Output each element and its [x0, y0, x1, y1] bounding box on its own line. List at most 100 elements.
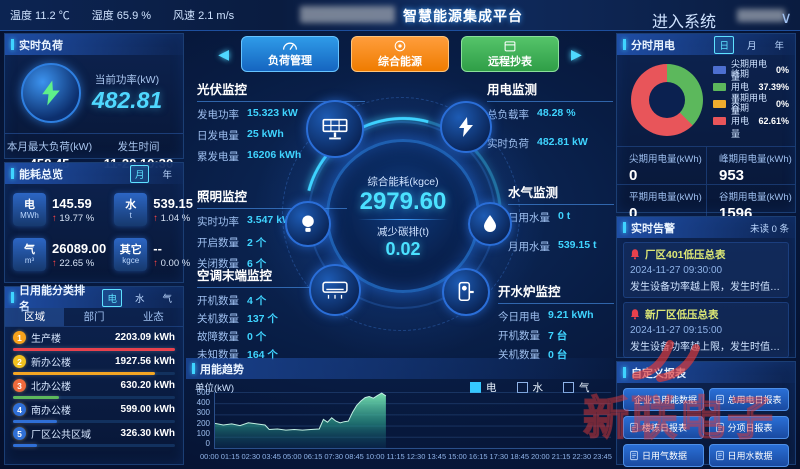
report-button-daily-water[interactable]: 日用水数据 — [708, 444, 789, 467]
report-button-daily-energy[interactable]: 企业日用能数据 — [623, 388, 704, 411]
tab-department[interactable]: 部门 — [83, 311, 105, 323]
section-title: 空调末端监控 — [197, 265, 347, 288]
panel-title-text: 能耗总览 — [19, 168, 63, 181]
nav-next-arrow[interactable]: ▶ — [571, 45, 582, 62]
badge-type: 电 — [24, 199, 35, 211]
other-badge-icon: 其它 kgce — [114, 238, 148, 271]
alarm-time: 2024-11-27 09:15:00 — [630, 325, 723, 336]
badge-unit: m³ — [24, 256, 35, 265]
toggle-month[interactable]: 月 — [129, 164, 150, 183]
alarm-title: 新厂区低压总表 — [645, 309, 719, 321]
report-label: 日用水数据 — [727, 451, 773, 461]
load-management-button[interactable]: 负荷管理 — [241, 36, 339, 72]
legend-row: 谷期用电量 62.61% — [713, 103, 789, 139]
section-title: 用电监测 — [487, 79, 613, 102]
y-axis-label: 300 — [196, 408, 210, 418]
report-button-total-electric[interactable]: 总用电日报表 — [708, 388, 789, 411]
lightning-bolt-icon — [459, 117, 473, 137]
row-label: 开启数量 — [197, 237, 239, 249]
tab-business[interactable]: 业态 — [142, 311, 164, 323]
remote-meter-button[interactable]: 远程抄表 — [461, 36, 559, 72]
legend-pct: 0% — [775, 98, 789, 109]
air-conditioner-icon — [322, 281, 348, 299]
report-label: 日用气数据 — [642, 451, 688, 461]
card-value: 26089.00 — [52, 240, 107, 256]
section-ac-monitor: 空调末端监控 开机数量 4 个 关机数量 137 个 故障数量 0 个 未知数量 164… — [197, 265, 347, 365]
checkbox-checked-icon — [470, 382, 481, 393]
alarm-item[interactable]: 厂区401低压总表 2024-11-27 09:30:00 发生设备功率越上限，… — [623, 242, 789, 298]
row-label: 总负载率 — [487, 109, 529, 121]
tab-region[interactable]: 区域 — [5, 308, 65, 326]
rank-name: 新办公楼 — [31, 358, 71, 369]
wind-reading: 风速 2.1 m/s — [173, 10, 235, 22]
panel-custom-reports: 自定义报表 企业日用能数据 总用电日报表 楼栋日报表 分项日报表 日用气数据 日… — [616, 361, 796, 467]
rank-medal-icon: 3 — [13, 379, 26, 392]
enter-system-link[interactable]: 进入系统 — [651, 14, 716, 31]
rank-medal-icon: 5 — [13, 427, 26, 440]
report-label: 总用电日报表 — [727, 395, 782, 405]
card-delta: ↑ 22.65 % — [52, 258, 106, 269]
report-button-daily-gas[interactable]: 日用气数据 — [623, 444, 704, 467]
report-button-subitem-daily[interactable]: 分项日报表 — [708, 416, 789, 439]
title-tick-icon — [11, 168, 14, 179]
alarm-bell-icon — [630, 309, 640, 320]
row-label: 实时功率 — [197, 216, 239, 228]
legend-electric[interactable]: 电 — [470, 380, 497, 395]
legend-gas[interactable]: 气 — [563, 380, 590, 395]
chevron-down-icon[interactable]: ∨ — [780, 10, 792, 27]
rank-bar-fill — [13, 372, 155, 375]
panel-tou-title: 分时用电 日 月 年 — [617, 34, 795, 55]
toggle-gas[interactable]: 气 — [162, 293, 172, 305]
delta-text: 19.77 % — [59, 212, 95, 224]
boiler-circle — [442, 268, 490, 316]
toggle-water[interactable]: 水 — [134, 293, 145, 305]
row-label: 今日用电 — [498, 311, 540, 323]
x-axis-label: 22:30 — [572, 452, 592, 461]
rank-value: 2203.09 kWh — [114, 332, 175, 343]
report-button-building-daily[interactable]: 楼栋日报表 — [623, 416, 704, 439]
legend-water[interactable]: 水 — [516, 380, 543, 395]
panel-title-text: 实时负荷 — [19, 39, 63, 52]
x-axis-label: 00:00 — [200, 452, 219, 461]
section-water-gas-monitor: 水气监测 日用水量 0 t 月用水量 539.15 t — [508, 182, 614, 260]
water-drop-icon — [484, 215, 496, 232]
row-label: 关闭数量 — [197, 258, 239, 270]
up-arrow-icon: ↑ — [153, 257, 158, 269]
rank-bar-track — [13, 420, 175, 423]
rank-value: 630.20 kWh — [120, 380, 175, 391]
x-axis-label: 12:30 — [406, 452, 426, 461]
gauge-icon — [282, 42, 298, 50]
panel-energy-overview: 能耗总览 月 年 电 MWh 145.59 ↑ 19.77 % 水 t — [4, 162, 193, 283]
x-axis-label: 18:45 — [510, 452, 529, 461]
toggle-day[interactable]: 日 — [714, 35, 734, 54]
toggle-year[interactable]: 年 — [162, 169, 172, 181]
toggle-year[interactable]: 年 — [774, 40, 784, 52]
x-axis-label: 15:00 — [448, 452, 467, 461]
rank-bar-fill — [13, 396, 60, 399]
x-axis-label: 08:45 — [345, 452, 364, 461]
legend-label: 峰期用电量 — [731, 69, 750, 105]
rank-name: 南办公楼 — [31, 406, 71, 417]
row-value: 137 个 — [247, 313, 278, 325]
toggle-electric[interactable]: 电 — [102, 288, 122, 307]
badge-unit: t — [129, 211, 132, 220]
toggle-month[interactable]: 月 — [746, 40, 757, 52]
gas-badge-icon: 气 m³ — [13, 238, 46, 271]
x-axis-label: 23:45 — [593, 452, 612, 461]
legend-pct: 0% — [775, 64, 789, 75]
nav-prev-arrow[interactable]: ◀ — [218, 45, 229, 62]
alarm-item[interactable]: 新厂区低压总表 2024-11-27 09:15:00 发生设备功率越上限，发生… — [623, 302, 789, 358]
integrated-energy-button[interactable]: 综合能源 — [351, 36, 449, 72]
username-blurred[interactable] — [737, 9, 785, 22]
x-axis-label: 03:45 — [262, 452, 281, 461]
alarm-bell-icon — [630, 249, 640, 260]
legend-label: 气 — [579, 382, 590, 394]
nav-button-label: 综合能源 — [378, 55, 422, 68]
alarm-desc: 发生设备功率越上限，发生时值253.2kW，… — [630, 282, 782, 293]
legend-row: 平期用电量 0% — [713, 93, 789, 116]
delta-text: 22.65 % — [59, 257, 95, 269]
section-boiler-monitor: 开水炉监控 今日用电 9.21 kWh 开机数量 7 台 关机数量 0 台 — [498, 281, 614, 366]
top-header: 温度 11.2 ℃ 湿度 65.9 % 风速 2.1 m/s — [0, 0, 800, 31]
ring-divider — [358, 218, 448, 220]
